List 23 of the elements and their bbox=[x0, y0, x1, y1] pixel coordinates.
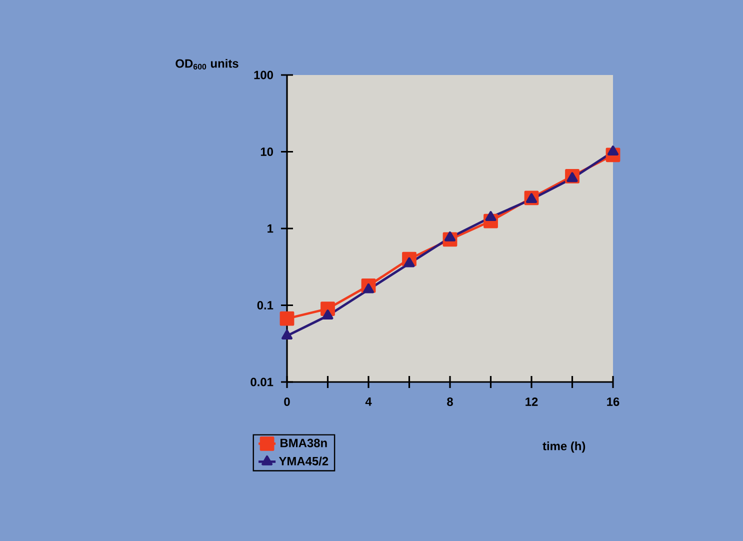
point bbox=[362, 283, 374, 294]
point bbox=[566, 172, 578, 182]
point bbox=[322, 310, 334, 320]
x-axis-title: time (h) bbox=[542, 442, 586, 453]
legend-label: YMA45/2 bbox=[278, 456, 328, 466]
point bbox=[281, 330, 293, 340]
legend-label: BMA38n bbox=[280, 438, 327, 448]
point bbox=[485, 211, 496, 221]
x-tick-label: 8 bbox=[447, 398, 453, 406]
y-tick-label: 10 bbox=[260, 148, 273, 156]
y-tick-label: 100 bbox=[254, 70, 273, 80]
y-tick-label: 0.1 bbox=[257, 301, 274, 310]
x-tick-label: 12 bbox=[526, 398, 538, 406]
point bbox=[607, 146, 619, 156]
x-tick-label: 4 bbox=[365, 398, 372, 406]
y-tick-label: 1 bbox=[268, 224, 274, 233]
y-tick-label: 0.01 bbox=[250, 378, 274, 386]
point bbox=[280, 311, 294, 326]
y-axis-title: OD$_{600}$ units bbox=[176, 58, 238, 70]
x-tick-label: 16 bbox=[607, 398, 620, 406]
x-tick-label: 0 bbox=[284, 398, 290, 406]
point bbox=[404, 257, 415, 268]
point bbox=[444, 231, 456, 242]
